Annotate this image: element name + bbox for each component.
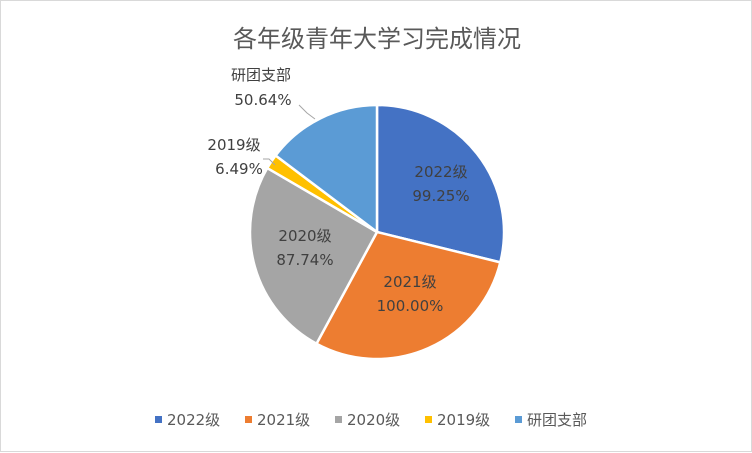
slice-value-label-1: 100.00% [377, 297, 444, 315]
leader-line-4 [298, 104, 316, 120]
slice-category-label-4: 研团支部 [231, 66, 291, 84]
legend-item-0: 2022级 [155, 411, 220, 429]
leader-line-3 [263, 158, 276, 166]
pie-slices [248, 103, 506, 361]
slice-value-label-4: 50.64% [234, 91, 291, 109]
legend-item-2: 2020级 [335, 411, 400, 429]
legend-swatch-3 [425, 416, 432, 423]
slice-value-label-0: 99.25% [412, 187, 469, 205]
pie-slice-2 [248, 166, 379, 345]
legend-label-4: 研团支部 [527, 411, 587, 429]
legend-item-3: 2019级 [425, 411, 490, 429]
legend-swatch-0 [155, 416, 162, 423]
data-labels: 2022级 99.25% 2021级 100.00% 2020级 87.74% 2019级 6… [207, 66, 469, 315]
legend: 2022级 2021级 2020级 2019级 研团支部 [155, 411, 587, 429]
legend-swatch-4 [515, 416, 522, 423]
legend-label-2: 2020级 [347, 411, 400, 429]
legend-swatch-2 [335, 416, 342, 423]
slice-value-label-2: 87.74% [276, 251, 333, 269]
slice-category-label-0: 2022级 [414, 163, 467, 181]
legend-item-1: 2021级 [245, 411, 310, 429]
legend-label-3: 2019级 [437, 411, 490, 429]
slice-category-label-2: 2020级 [278, 227, 331, 245]
slice-category-label-3: 2019级 [207, 136, 260, 154]
slice-category-label-1: 2021级 [383, 273, 436, 291]
legend-label-1: 2021级 [257, 411, 310, 429]
legend-item-4: 研团支部 [515, 411, 587, 429]
slice-value-label-3: 6.49% [215, 160, 263, 178]
legend-label-0: 2022级 [167, 411, 220, 429]
pie-slice-1 [315, 230, 502, 361]
pie-slice-4 [274, 103, 379, 234]
legend-swatch-1 [245, 416, 252, 423]
chart-title: 各年级青年大学习完成情况 [233, 25, 521, 53]
pie-slice-0 [375, 103, 506, 264]
